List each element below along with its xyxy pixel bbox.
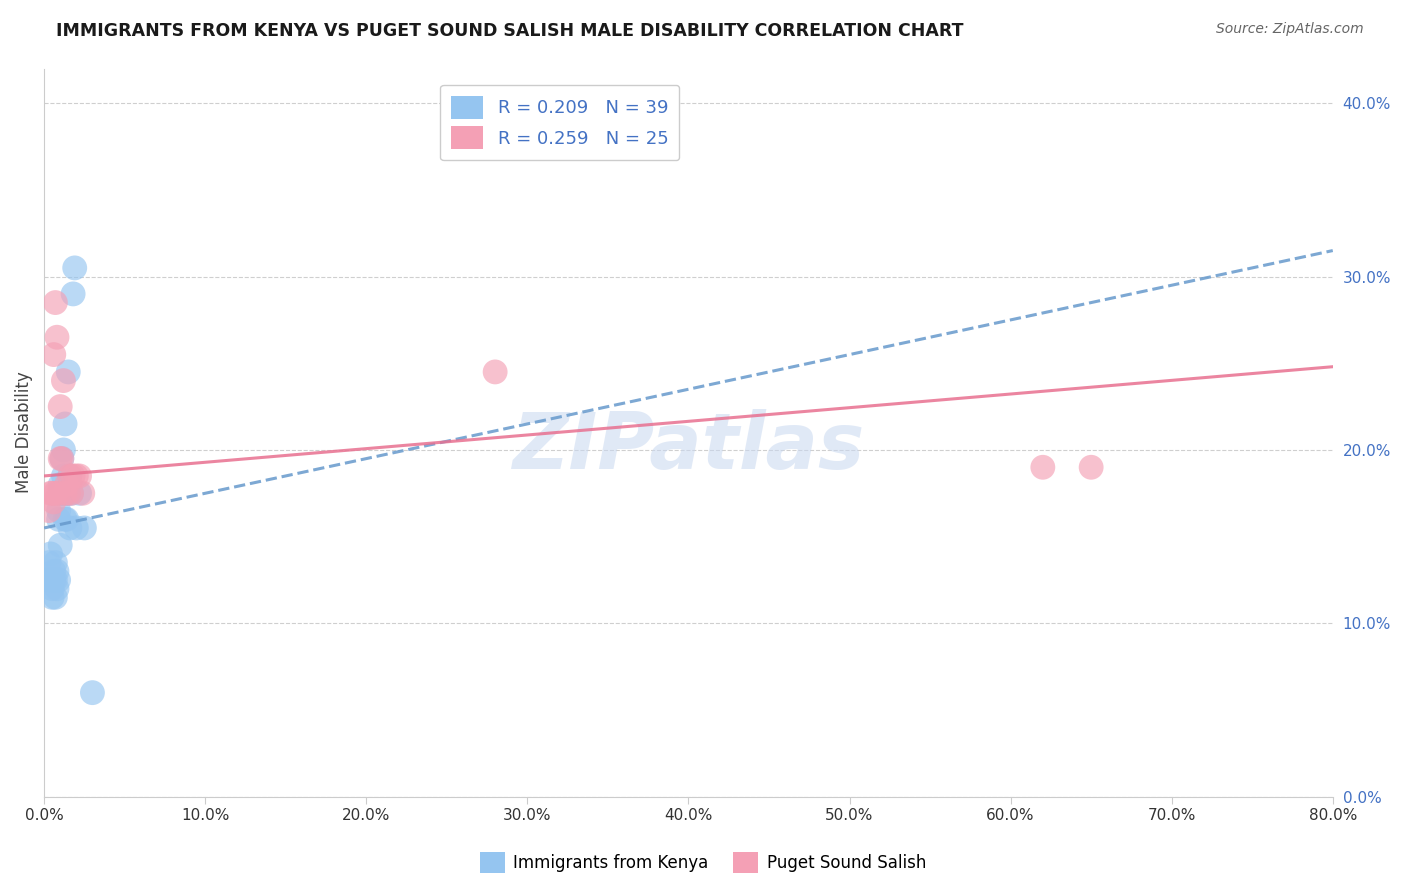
Point [44, 295, 66, 310]
Point [38, 503, 60, 517]
Point [39, 573, 62, 587]
Point [53, 486, 76, 500]
Point [49, 400, 72, 414]
Text: IMMIGRANTS FROM KENYA VS PUGET SOUND SALISH MALE DISABILITY CORRELATION CHART: IMMIGRANTS FROM KENYA VS PUGET SOUND SAL… [56, 22, 963, 40]
Point [42, 495, 65, 509]
Point [52, 374, 75, 388]
Point [55, 477, 77, 491]
Point [44, 573, 66, 587]
Point [39, 547, 62, 561]
Point [42, 348, 65, 362]
Legend: Immigrants from Kenya, Puget Sound Salish: Immigrants from Kenya, Puget Sound Salis… [474, 846, 932, 880]
Point [49, 451, 72, 466]
Point [1032, 460, 1054, 475]
Point [41, 486, 63, 500]
Point [46, 330, 69, 344]
Point [59, 469, 82, 483]
Point [58, 486, 80, 500]
Point [46, 582, 69, 596]
Point [48, 573, 70, 587]
Point [59, 469, 82, 483]
Point [38, 556, 60, 570]
Point [48, 512, 70, 526]
Point [41, 582, 63, 596]
Point [73, 521, 96, 535]
Point [69, 469, 91, 483]
Point [1080, 460, 1102, 475]
Point [62, 286, 84, 301]
Point [49, 477, 72, 491]
Point [60, 486, 83, 500]
Point [58, 365, 80, 379]
Point [42, 564, 65, 578]
Point [62, 469, 84, 483]
Point [82, 686, 104, 700]
Point [52, 442, 75, 457]
Point [53, 417, 76, 431]
Point [52, 469, 75, 483]
Point [63, 260, 86, 275]
Point [72, 486, 94, 500]
Point [44, 486, 66, 500]
Y-axis label: Male Disability: Male Disability [15, 372, 32, 493]
Point [69, 486, 91, 500]
Point [53, 486, 76, 500]
Point [55, 512, 77, 526]
Point [65, 521, 87, 535]
Point [59, 521, 82, 535]
Point [65, 469, 87, 483]
Point [53, 512, 76, 526]
Point [41, 591, 63, 605]
Point [37, 573, 59, 587]
Point [48, 503, 70, 517]
Point [51, 486, 73, 500]
Point [46, 564, 69, 578]
Point [49, 486, 72, 500]
Point [42, 573, 65, 587]
Point [51, 451, 73, 466]
Point [44, 556, 66, 570]
Point [58, 486, 80, 500]
Point [60, 486, 83, 500]
Point [48, 486, 70, 500]
Text: ZIPatlas: ZIPatlas [512, 409, 865, 485]
Point [51, 451, 73, 466]
Text: Source: ZipAtlas.com: Source: ZipAtlas.com [1216, 22, 1364, 37]
Legend: R = 0.209   N = 39, R = 0.259   N = 25: R = 0.209 N = 39, R = 0.259 N = 25 [440, 85, 679, 161]
Point [44, 591, 66, 605]
Point [39, 486, 62, 500]
Point [49, 538, 72, 552]
Point [55, 486, 77, 500]
Point [484, 365, 506, 379]
